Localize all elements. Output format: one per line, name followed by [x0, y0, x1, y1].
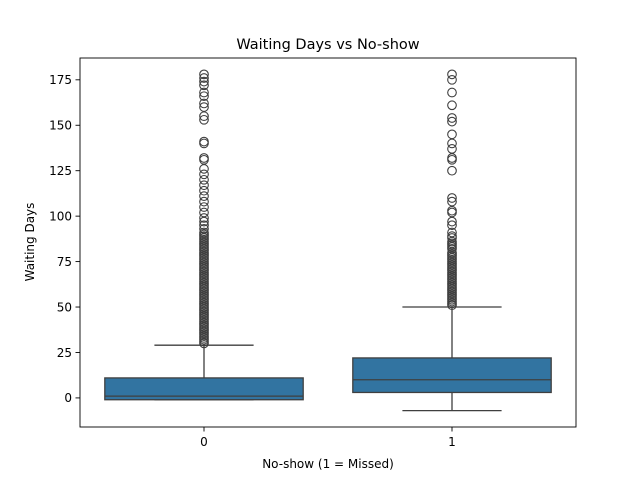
outlier-point: [199, 164, 209, 174]
outlier-point: [199, 180, 209, 191]
outlier-point: [199, 114, 209, 125]
outlier-point: [447, 144, 457, 154]
y-tick-label: 75: [57, 255, 72, 269]
outlier-point: [447, 100, 457, 111]
outlier-point: [199, 76, 209, 87]
x-tick-label: 0: [200, 435, 208, 449]
outlier-point: [447, 69, 457, 80]
x-axis-label: No-show (1 = Missed): [262, 457, 394, 471]
outlier-point: [447, 300, 457, 311]
outlier-point: [199, 87, 209, 98]
outlier-point: [447, 138, 457, 149]
outlier-point: [199, 111, 209, 122]
outlier-point: [199, 80, 209, 91]
chart-title: Waiting Days vs No-show: [236, 37, 419, 53]
outlier-point: [199, 138, 209, 149]
y-tick-label: 25: [57, 346, 72, 360]
outlier-point: [199, 338, 209, 349]
box-iqr: [352, 357, 552, 394]
y-tick-label: 125: [49, 164, 72, 178]
box-iqr: [104, 377, 304, 401]
y-tick-label: 150: [49, 119, 72, 133]
outlier-point: [199, 216, 209, 227]
y-tick-label: 175: [49, 73, 72, 87]
outlier-point: [199, 98, 209, 109]
axes-frame: [79, 57, 577, 428]
outlier-point: [447, 193, 457, 203]
outlier-point: [199, 174, 209, 185]
y-tick-label: 50: [57, 300, 72, 314]
outlier-point: [199, 91, 209, 102]
outlier-point: [199, 169, 209, 180]
outlier-point: [447, 87, 457, 98]
outlier-point: [447, 129, 457, 140]
y-tick-label: 0: [64, 391, 72, 405]
outlier-point: [199, 69, 209, 80]
outlier-point: [447, 165, 457, 176]
y-axis-label: Waiting Days: [23, 203, 37, 282]
outlier-point: [447, 74, 457, 85]
outlier-point: [199, 73, 209, 83]
outlier-point: [447, 220, 457, 231]
outlier-point: [447, 113, 457, 123]
outlier-point: [199, 196, 209, 207]
outlier-point: [199, 202, 209, 212]
outlier-point: [199, 185, 209, 196]
outlier-point: [447, 216, 457, 227]
plot-area: 0 1 0 25 50 75 100 125 150 175: [49, 57, 577, 449]
x-tick-label: 1: [448, 435, 456, 449]
outlier-point: [447, 154, 457, 165]
outlier-point: [199, 191, 209, 201]
outlier-point: [199, 213, 209, 223]
outlier-point: [447, 116, 457, 127]
y-tick-label: 100: [49, 209, 72, 223]
